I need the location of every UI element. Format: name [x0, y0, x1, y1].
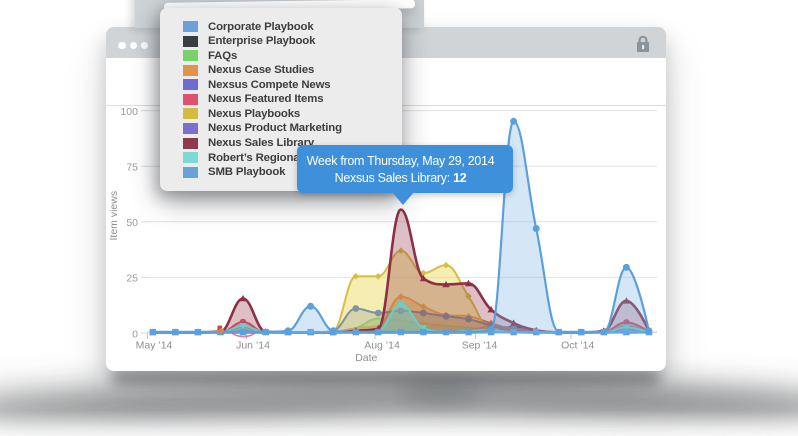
svg-text:Sep ’14: Sep ’14: [462, 339, 498, 351]
svg-text:Item views: Item views: [108, 191, 120, 241]
svg-text:Oct ’14: Oct ’14: [561, 339, 594, 351]
svg-text:100: 100: [120, 106, 138, 118]
svg-text:25: 25: [126, 273, 138, 285]
svg-text:Jun ’14: Jun ’14: [236, 339, 270, 351]
svg-text:Date: Date: [355, 352, 377, 364]
svg-text:75: 75: [126, 162, 138, 174]
svg-text:0: 0: [132, 328, 138, 340]
svg-text:50: 50: [126, 217, 138, 229]
svg-text:May ’14: May ’14: [136, 339, 173, 351]
svg-text:Aug ’14: Aug ’14: [364, 339, 400, 351]
